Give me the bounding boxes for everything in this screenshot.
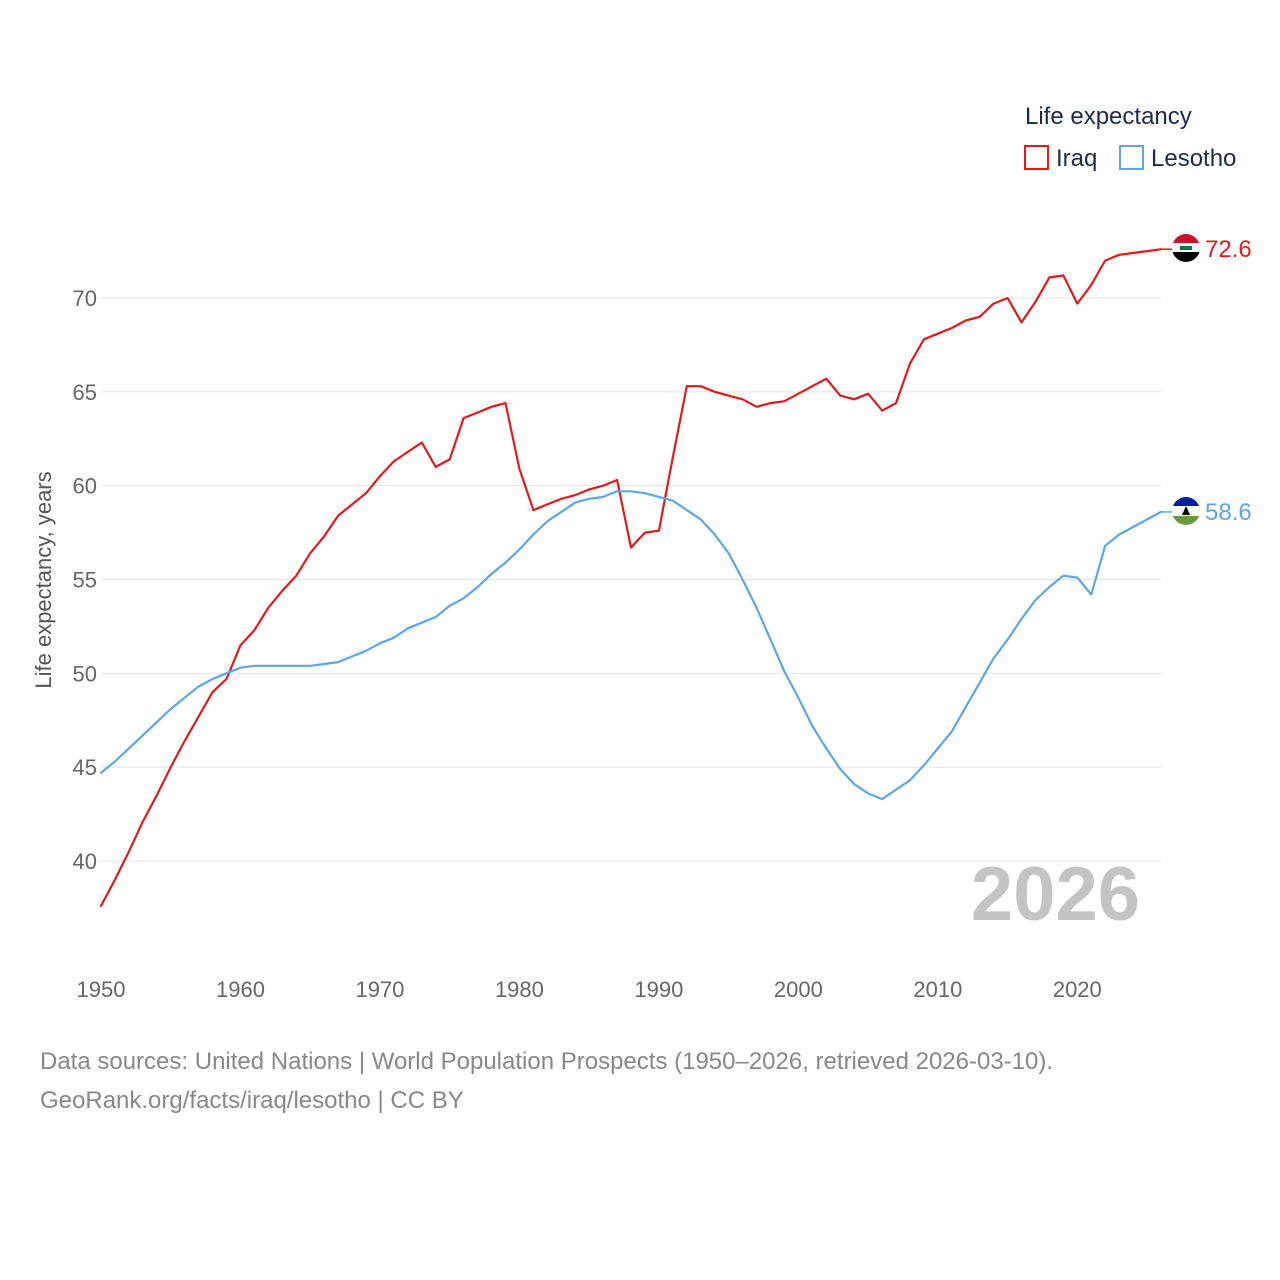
gridlines <box>101 297 1161 862</box>
x-tick-1970: 1970 <box>355 977 404 1002</box>
y-tick-40: 40 <box>73 849 97 874</box>
y-tick-55: 55 <box>73 568 97 593</box>
y-tick-50: 50 <box>73 661 97 686</box>
x-tick-1960: 1960 <box>216 977 265 1002</box>
legend-label-lesotho: Lesotho <box>1151 145 1236 172</box>
current-year-label: 2026 <box>971 852 1140 937</box>
legend-swatch-lesotho <box>1119 145 1144 170</box>
end-value-iraq: 72.6 <box>1205 236 1252 263</box>
y-tick-45: 45 <box>73 755 97 780</box>
y-tick-60: 60 <box>73 474 97 499</box>
flag-lesotho-icon <box>1172 497 1200 525</box>
legend-item-lesotho[interactable]: Lesotho <box>1119 145 1236 172</box>
legend-swatch-iraq <box>1024 145 1049 170</box>
flag-iraq-icon <box>1172 234 1200 262</box>
y-axis-label: Life expectancy, years <box>31 471 56 688</box>
series-lines <box>99 248 1163 908</box>
legend-item-iraq[interactable]: Iraq <box>1024 145 1097 172</box>
series-line-lesotho <box>99 490 1163 801</box>
x-axis-ticks: 1950 1960 1970 1980 1990 2000 2010 2020 <box>77 977 1102 1002</box>
legend-label-iraq: Iraq <box>1056 145 1097 172</box>
x-tick-2010: 2010 <box>913 977 962 1002</box>
x-tick-1980: 1980 <box>495 977 544 1002</box>
y-axis-ticks: 40 45 50 55 60 65 70 <box>73 286 97 874</box>
end-value-lesotho: 58.6 <box>1205 499 1252 526</box>
series-line-iraq <box>99 248 1163 908</box>
source-link-line[interactable]: GeoRank.org/facts/iraq/lesotho | CC BY <box>40 1087 464 1114</box>
x-tick-1950: 1950 <box>77 977 126 1002</box>
x-tick-1990: 1990 <box>634 977 683 1002</box>
legend: Life expectancy Iraq Lesotho <box>1024 103 1236 172</box>
source-note: Data sources: United Nations | World Pop… <box>40 1042 1260 1120</box>
y-tick-65: 65 <box>73 380 97 405</box>
source-line: Data sources: United Nations | World Pop… <box>40 1048 1054 1075</box>
legend-title: Life expectancy <box>1025 103 1192 130</box>
x-tick-2020: 2020 <box>1053 977 1102 1002</box>
life-expectancy-chart: 40 45 50 55 60 65 70 1950 1960 1970 1980 1990 2000 2… <box>31 103 1252 1002</box>
y-tick-70: 70 <box>73 286 97 311</box>
series-endpoints: 72.6 58.6 <box>1161 236 1252 526</box>
x-tick-2000: 2000 <box>774 977 823 1002</box>
